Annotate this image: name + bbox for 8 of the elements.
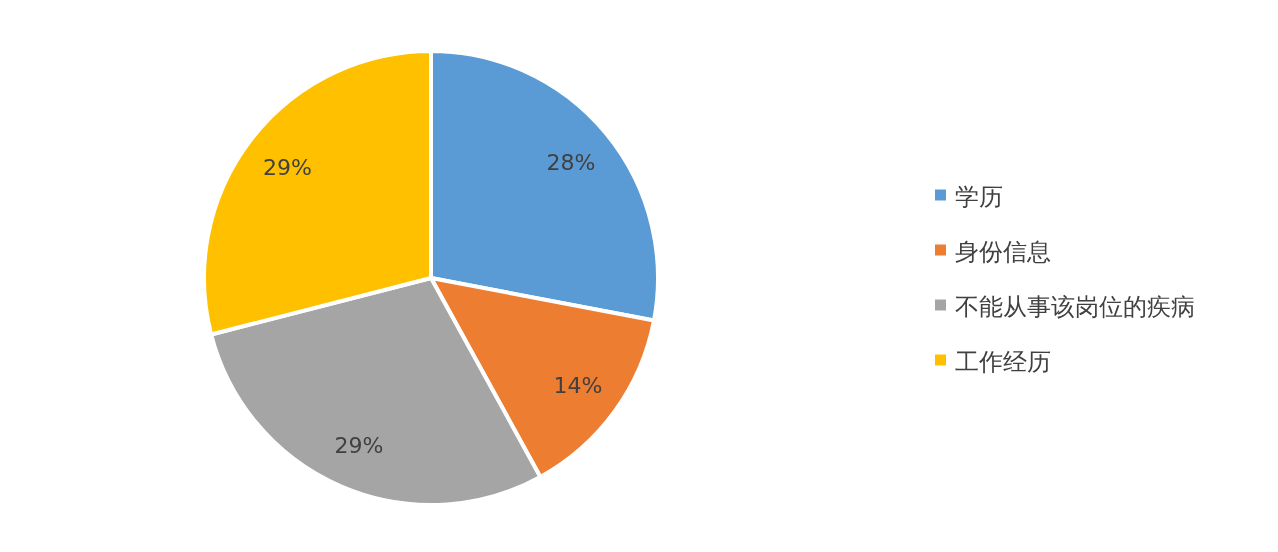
data-label: 29%	[263, 154, 312, 180]
data-label: 14%	[553, 372, 603, 398]
legend-label: 学历	[955, 182, 1003, 211]
legend-label: 工作经历	[955, 347, 1051, 376]
legend-label: 身份信息	[955, 237, 1051, 266]
data-label: 28%	[546, 150, 596, 176]
data-label: 29%	[334, 432, 384, 458]
legend-label: 不能从事该岗位的疾病	[955, 292, 1195, 321]
